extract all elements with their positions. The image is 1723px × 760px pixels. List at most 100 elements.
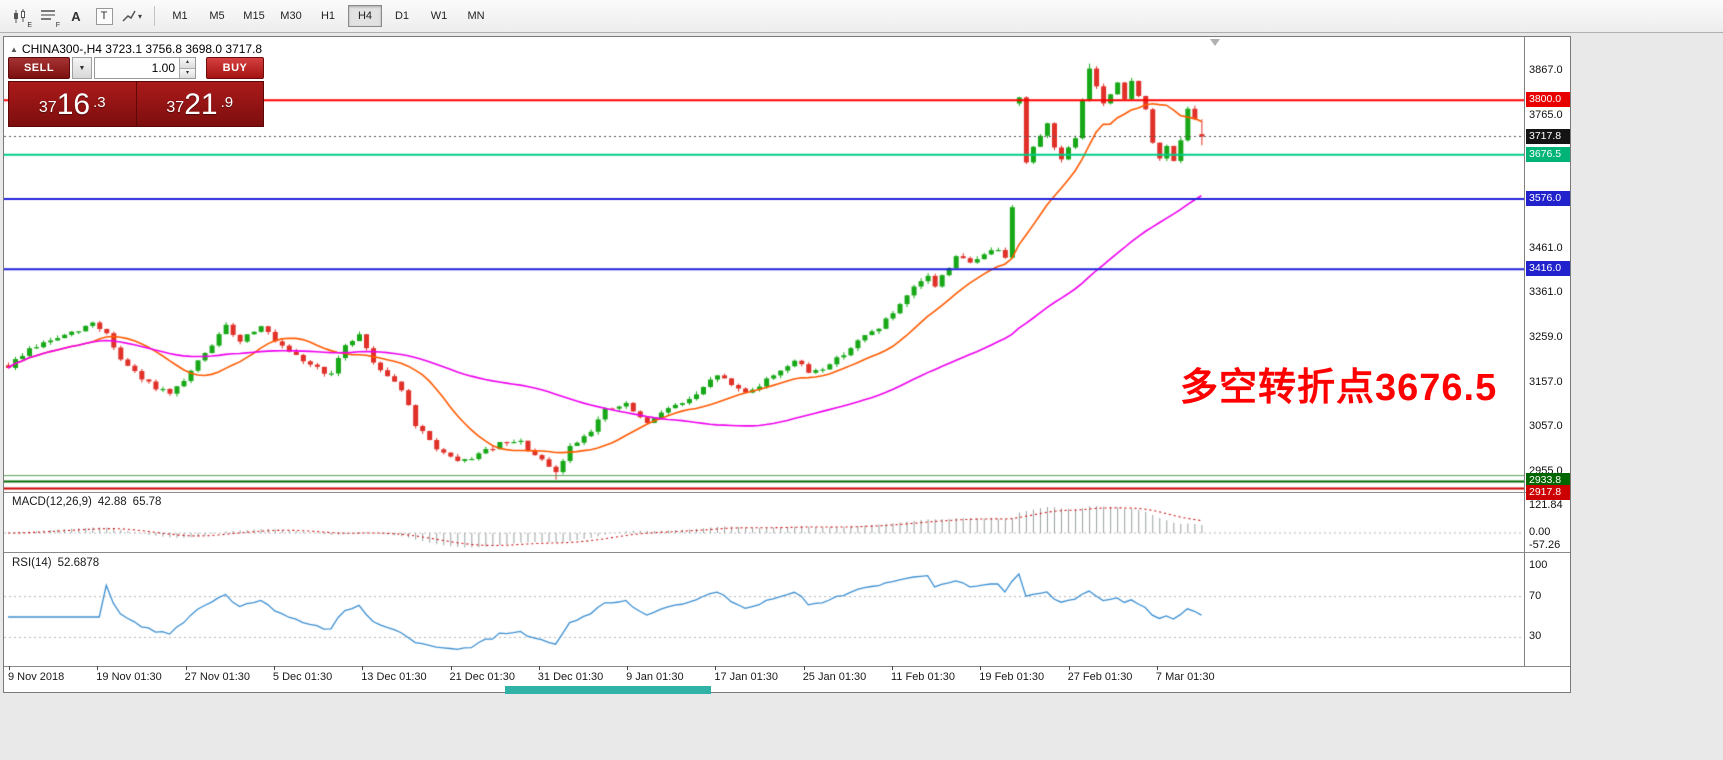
buy-button[interactable]: BUY bbox=[206, 57, 264, 79]
time-axis-label: 19 Feb 01:30 bbox=[979, 671, 1045, 683]
timeframe-button-M15[interactable]: M15 bbox=[243, 10, 265, 22]
collapse-arrow-icon[interactable]: ▲ bbox=[10, 45, 18, 54]
buy-price-big: 21 bbox=[184, 88, 218, 121]
chart-shift-marker-icon bbox=[1210, 39, 1220, 46]
chart-annotation: 多空转折点3676.5 bbox=[1180, 367, 1498, 409]
trade-options-dropdown[interactable]: ▼ bbox=[72, 57, 92, 79]
macd-indicator-label: MACD(12,26,9) 42.88 65.78 bbox=[12, 496, 167, 508]
time-axis-tick bbox=[273, 666, 275, 670]
rsi-value: 52.6878 bbox=[57, 557, 100, 569]
time-axis-border bbox=[4, 666, 1570, 667]
price-axis-label: 3361.0 bbox=[1529, 286, 1563, 299]
price-level-badge: 3676.5 bbox=[1526, 146, 1570, 162]
time-axis-label: 9 Nov 2018 bbox=[8, 671, 65, 683]
price-level-badge: 3416.0 bbox=[1526, 261, 1570, 277]
toolbar-separator bbox=[154, 6, 155, 26]
time-axis-tick bbox=[9, 666, 10, 670]
icon-sub-letter: E bbox=[27, 22, 32, 29]
bid-ask-display: 37 16.3 37 21.9 bbox=[8, 81, 264, 127]
panel-splitter[interactable] bbox=[4, 492, 1570, 493]
timeframe-button-MN[interactable]: MN bbox=[467, 10, 485, 22]
macd-main-value: 42.88 bbox=[97, 496, 127, 508]
macd-axis-label: 121.84 bbox=[1529, 499, 1563, 511]
bottom-accent-bar bbox=[505, 686, 711, 694]
time-axis-tick bbox=[892, 666, 893, 670]
time-axis-label: 17 Jan 01:30 bbox=[714, 671, 779, 683]
volume-input[interactable] bbox=[95, 58, 195, 78]
time-axis-tick bbox=[362, 666, 364, 670]
time-axis-label: 11 Feb 01:30 bbox=[891, 671, 956, 683]
toolbar: E F A T ▾ M1 M5 M15 M30 H1 H4 D1 W1 MN bbox=[0, 0, 1723, 33]
volume-stepper: ▴ ▾ bbox=[179, 58, 195, 78]
price-axis-label: 3259.0 bbox=[1529, 331, 1563, 344]
spin-up-icon[interactable]: ▴ bbox=[179, 58, 195, 69]
chevron-down-icon: ▼ bbox=[78, 64, 86, 72]
chart-style-icon[interactable]: E bbox=[6, 3, 34, 29]
time-axis-label: 27 Nov 01:30 bbox=[184, 671, 251, 683]
time-axis-tick bbox=[1156, 666, 1158, 670]
timeframe-button-D1[interactable]: D1 bbox=[394, 10, 410, 22]
price-level-badge: 2917.8 bbox=[1526, 485, 1570, 501]
price-axis-line bbox=[1524, 37, 1525, 667]
text-tool-icon[interactable]: T bbox=[90, 3, 118, 29]
sell-price-big: 16 bbox=[56, 88, 91, 121]
buy-price-prefix: 37 bbox=[166, 99, 185, 116]
drawing-tools-icon[interactable]: ▾ bbox=[118, 3, 146, 29]
rows-glyph bbox=[40, 10, 55, 20]
sell-price[interactable]: 37 16.3 bbox=[9, 82, 137, 126]
time-axis-tick bbox=[803, 666, 805, 670]
time-axis-label: 5 Dec 01:30 bbox=[272, 671, 333, 683]
time-axis-tick bbox=[627, 666, 629, 670]
timeframe-group: M1 M5 M15 M30 H1 H4 D1 W1 MN bbox=[163, 5, 496, 27]
time-axis-tick bbox=[97, 666, 99, 670]
time-axis-label: 7 Mar 01:30 bbox=[1155, 671, 1215, 683]
object-list-icon[interactable]: F bbox=[34, 3, 62, 29]
price-axis-label: 3765.0 bbox=[1529, 108, 1563, 121]
sell-button[interactable]: SELL bbox=[8, 57, 70, 79]
text-glyph: T bbox=[95, 7, 113, 25]
timeframe-button-M30[interactable]: M30 bbox=[280, 10, 302, 22]
time-axis-label: 27 Feb 01:30 bbox=[1067, 671, 1133, 683]
price-axis-label: 3057.0 bbox=[1529, 420, 1563, 433]
time-axis-label: 9 Jan 01:30 bbox=[626, 671, 684, 683]
chart-ohlc-header: ▲ CHINA300-,H4 3723.1 3756.8 3698.0 3717.… bbox=[10, 42, 262, 56]
price-level-badge: 3717.8 bbox=[1526, 128, 1570, 144]
rsi-axis-label: 30 bbox=[1529, 630, 1542, 643]
macd-signal-value: 65.78 bbox=[132, 496, 162, 508]
timeframe-button-M5[interactable]: M5 bbox=[209, 10, 225, 22]
time-axis-label: 21 Dec 01:30 bbox=[449, 671, 515, 683]
timeframe-button-M1[interactable]: M1 bbox=[172, 10, 188, 22]
ohlc-text: CHINA300-,H4 3723.1 3756.8 3698.0 3717.8 bbox=[21, 42, 263, 56]
spin-down-icon[interactable]: ▾ bbox=[179, 68, 195, 78]
rsi-axis-label: 70 bbox=[1529, 589, 1542, 602]
macd-axis-label: 0.00 bbox=[1529, 526, 1551, 539]
icon-sub-letter: F bbox=[55, 22, 60, 29]
timeframe-button-H1[interactable]: H1 bbox=[320, 10, 336, 22]
macd-name: MACD(12,26,9) bbox=[12, 496, 92, 508]
macd-axis-label: -57.26 bbox=[1529, 538, 1561, 551]
price-level-badge: 3576.0 bbox=[1526, 190, 1570, 206]
timeframe-button-W1[interactable]: W1 bbox=[430, 10, 448, 22]
time-axis-label: 25 Jan 01:30 bbox=[802, 671, 867, 683]
chevron-down-icon: ▾ bbox=[137, 11, 142, 21]
sell-price-pips: .3 bbox=[93, 94, 106, 111]
time-axis-tick bbox=[185, 666, 187, 670]
cursor-tool-icon[interactable]: A bbox=[62, 3, 90, 29]
candles-glyph bbox=[14, 8, 25, 23]
candlestick-chart[interactable] bbox=[4, 37, 1524, 667]
timeframe-button-H4[interactable]: H4 bbox=[348, 5, 382, 27]
rsi-indicator-label: RSI(14) 52.6878 bbox=[12, 557, 105, 569]
volume-field: ▴ ▾ bbox=[94, 57, 196, 79]
price-axis-label: 3867.0 bbox=[1529, 63, 1563, 76]
time-axis-tick bbox=[1068, 666, 1070, 670]
buy-price[interactable]: 37 21.9 bbox=[137, 82, 264, 126]
price-axis-label: 3157.0 bbox=[1529, 376, 1563, 389]
panel-splitter[interactable] bbox=[4, 552, 1570, 553]
sell-price-prefix: 37 bbox=[38, 99, 57, 116]
buy-price-pips: .9 bbox=[220, 94, 234, 111]
time-axis-label: 19 Nov 01:30 bbox=[96, 671, 162, 683]
time-axis-tick bbox=[980, 666, 982, 670]
time-axis-label: 13 Dec 01:30 bbox=[361, 671, 427, 683]
